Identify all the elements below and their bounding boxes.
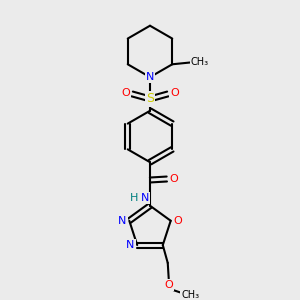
- Text: O: O: [121, 88, 130, 98]
- Text: O: O: [173, 216, 182, 226]
- Text: S: S: [146, 92, 154, 105]
- Text: N: N: [141, 193, 149, 203]
- Text: O: O: [169, 174, 178, 184]
- Text: CH₃: CH₃: [191, 57, 209, 67]
- Text: N: N: [146, 72, 154, 82]
- Text: N: N: [118, 216, 127, 226]
- Text: N: N: [126, 240, 134, 250]
- Text: CH₃: CH₃: [182, 290, 200, 299]
- Text: O: O: [170, 88, 179, 98]
- Text: O: O: [164, 280, 173, 290]
- Text: H: H: [130, 193, 138, 203]
